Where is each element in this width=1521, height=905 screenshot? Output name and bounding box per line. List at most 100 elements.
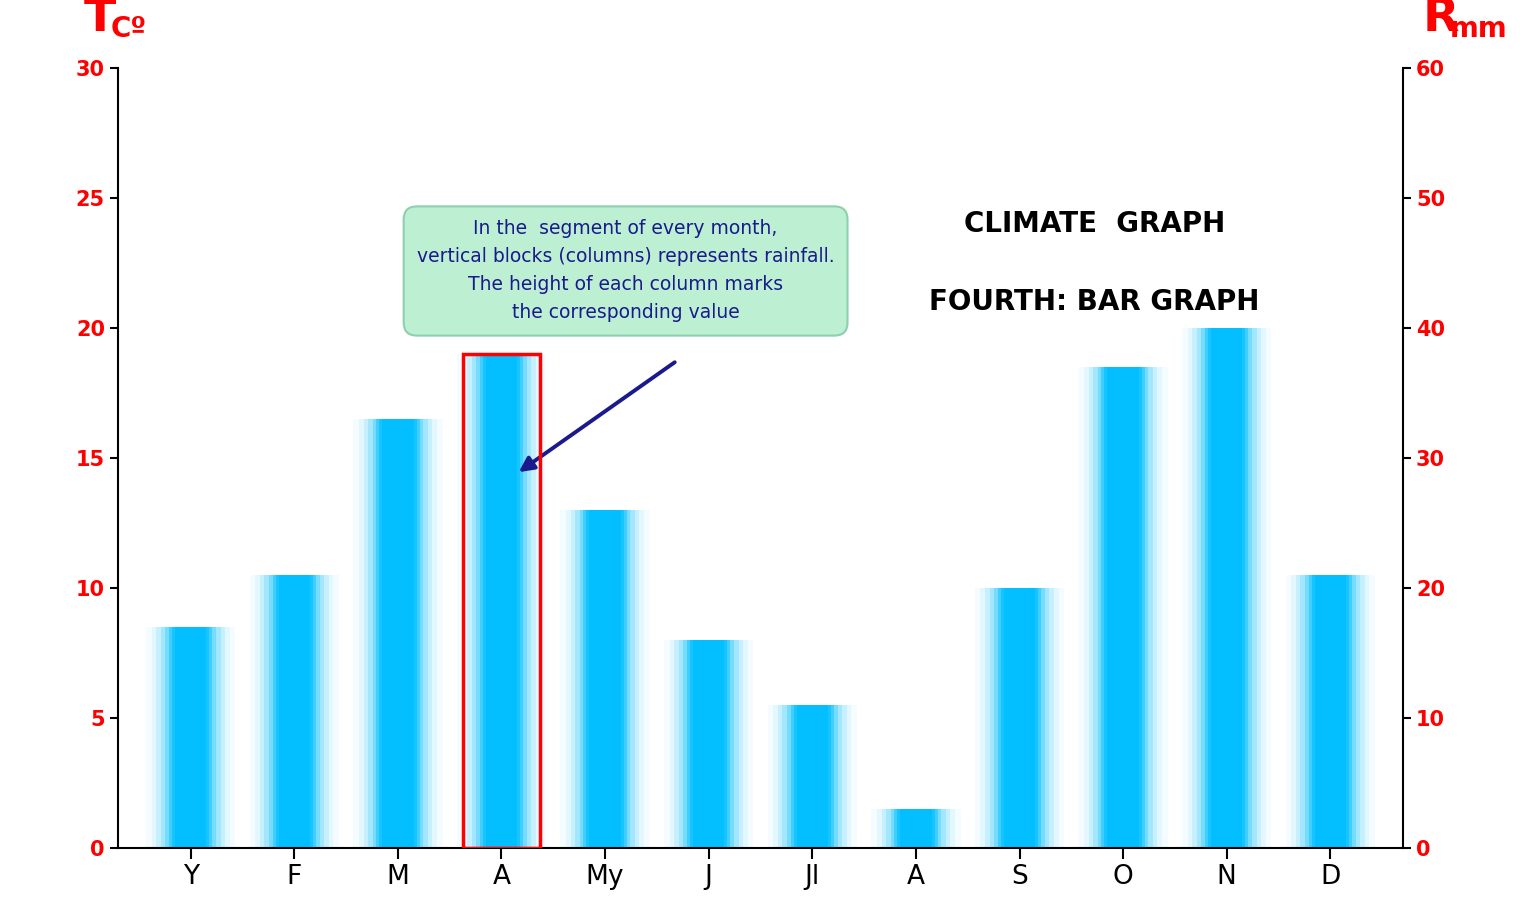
Bar bbox=[256, 575, 333, 848]
Bar bbox=[990, 588, 1049, 848]
Bar bbox=[900, 809, 931, 848]
Bar bbox=[575, 510, 634, 848]
Bar bbox=[674, 640, 744, 848]
Bar bbox=[782, 705, 843, 848]
Bar bbox=[275, 575, 313, 848]
Bar bbox=[1308, 575, 1352, 848]
Bar bbox=[797, 705, 827, 848]
Bar bbox=[1197, 329, 1256, 848]
Bar bbox=[364, 419, 432, 848]
Bar bbox=[1311, 575, 1349, 848]
Bar bbox=[1101, 367, 1145, 848]
Bar bbox=[587, 510, 624, 848]
Bar bbox=[887, 809, 946, 848]
Bar bbox=[998, 588, 1042, 848]
Bar bbox=[1104, 367, 1142, 848]
Bar bbox=[260, 575, 329, 848]
Bar bbox=[1084, 367, 1162, 848]
Bar bbox=[272, 575, 316, 848]
Text: In the  segment of every month,
vertical blocks (columns) represents rainfall.
T: In the segment of every month, vertical … bbox=[417, 220, 835, 322]
Bar bbox=[872, 809, 961, 848]
Bar bbox=[265, 575, 324, 848]
Bar bbox=[665, 640, 753, 848]
Bar bbox=[482, 354, 520, 848]
Bar bbox=[152, 627, 230, 848]
Bar bbox=[1098, 367, 1148, 848]
Bar bbox=[894, 809, 937, 848]
Bar bbox=[678, 640, 739, 848]
Bar bbox=[1291, 575, 1369, 848]
Bar bbox=[584, 510, 627, 848]
Bar bbox=[456, 354, 546, 848]
Bar bbox=[590, 510, 621, 848]
Bar bbox=[876, 809, 955, 848]
Bar bbox=[694, 640, 724, 848]
Bar bbox=[485, 354, 517, 848]
Text: CLIMATE  GRAPH: CLIMATE GRAPH bbox=[964, 210, 1224, 238]
Bar bbox=[580, 510, 631, 848]
Bar bbox=[166, 627, 216, 848]
Text: R: R bbox=[1422, 0, 1459, 41]
Bar bbox=[169, 627, 213, 848]
Bar bbox=[1089, 367, 1157, 848]
Bar bbox=[1205, 329, 1249, 848]
Bar bbox=[566, 510, 645, 848]
Bar bbox=[1300, 575, 1360, 848]
Bar bbox=[669, 640, 748, 848]
Bar bbox=[560, 510, 649, 848]
Bar bbox=[882, 809, 951, 848]
Bar bbox=[1285, 575, 1375, 848]
Bar bbox=[683, 640, 735, 848]
Bar bbox=[382, 419, 414, 848]
Bar bbox=[1182, 329, 1272, 848]
Bar bbox=[768, 705, 856, 848]
Bar bbox=[172, 627, 210, 848]
Bar bbox=[773, 705, 852, 848]
Bar bbox=[479, 354, 523, 848]
Bar bbox=[570, 510, 639, 848]
Bar bbox=[161, 627, 221, 848]
Text: mm: mm bbox=[1450, 15, 1507, 43]
Bar bbox=[1094, 367, 1153, 848]
Bar bbox=[1305, 575, 1355, 848]
Bar bbox=[359, 419, 437, 848]
Bar bbox=[1192, 329, 1261, 848]
Bar bbox=[462, 354, 540, 848]
Bar bbox=[1004, 588, 1036, 848]
Bar bbox=[462, 354, 540, 848]
Bar bbox=[1208, 329, 1246, 848]
Bar bbox=[379, 419, 417, 848]
Bar bbox=[249, 575, 339, 848]
Text: T: T bbox=[84, 0, 116, 41]
Bar bbox=[157, 627, 225, 848]
Bar bbox=[1188, 329, 1265, 848]
Bar bbox=[794, 705, 830, 848]
Bar bbox=[1211, 329, 1243, 848]
Bar bbox=[975, 588, 1065, 848]
Bar bbox=[476, 354, 526, 848]
Bar bbox=[373, 419, 423, 848]
Bar bbox=[786, 705, 838, 848]
Bar bbox=[278, 575, 310, 848]
Bar bbox=[986, 588, 1054, 848]
Bar bbox=[376, 419, 420, 848]
Bar bbox=[1078, 367, 1168, 848]
Bar bbox=[995, 588, 1045, 848]
Bar bbox=[981, 588, 1059, 848]
Bar bbox=[269, 575, 319, 848]
Bar bbox=[1314, 575, 1346, 848]
Bar bbox=[687, 640, 730, 848]
Bar bbox=[691, 640, 727, 848]
Bar bbox=[1107, 367, 1139, 848]
Bar bbox=[1001, 588, 1039, 848]
Bar bbox=[890, 809, 941, 848]
Bar bbox=[791, 705, 834, 848]
Bar bbox=[472, 354, 531, 848]
Bar bbox=[175, 627, 207, 848]
Bar bbox=[897, 809, 934, 848]
Bar bbox=[1296, 575, 1364, 848]
Bar bbox=[368, 419, 427, 848]
Bar bbox=[146, 627, 236, 848]
Bar bbox=[1202, 329, 1252, 848]
Text: FOURTH: BAR GRAPH: FOURTH: BAR GRAPH bbox=[929, 288, 1259, 316]
